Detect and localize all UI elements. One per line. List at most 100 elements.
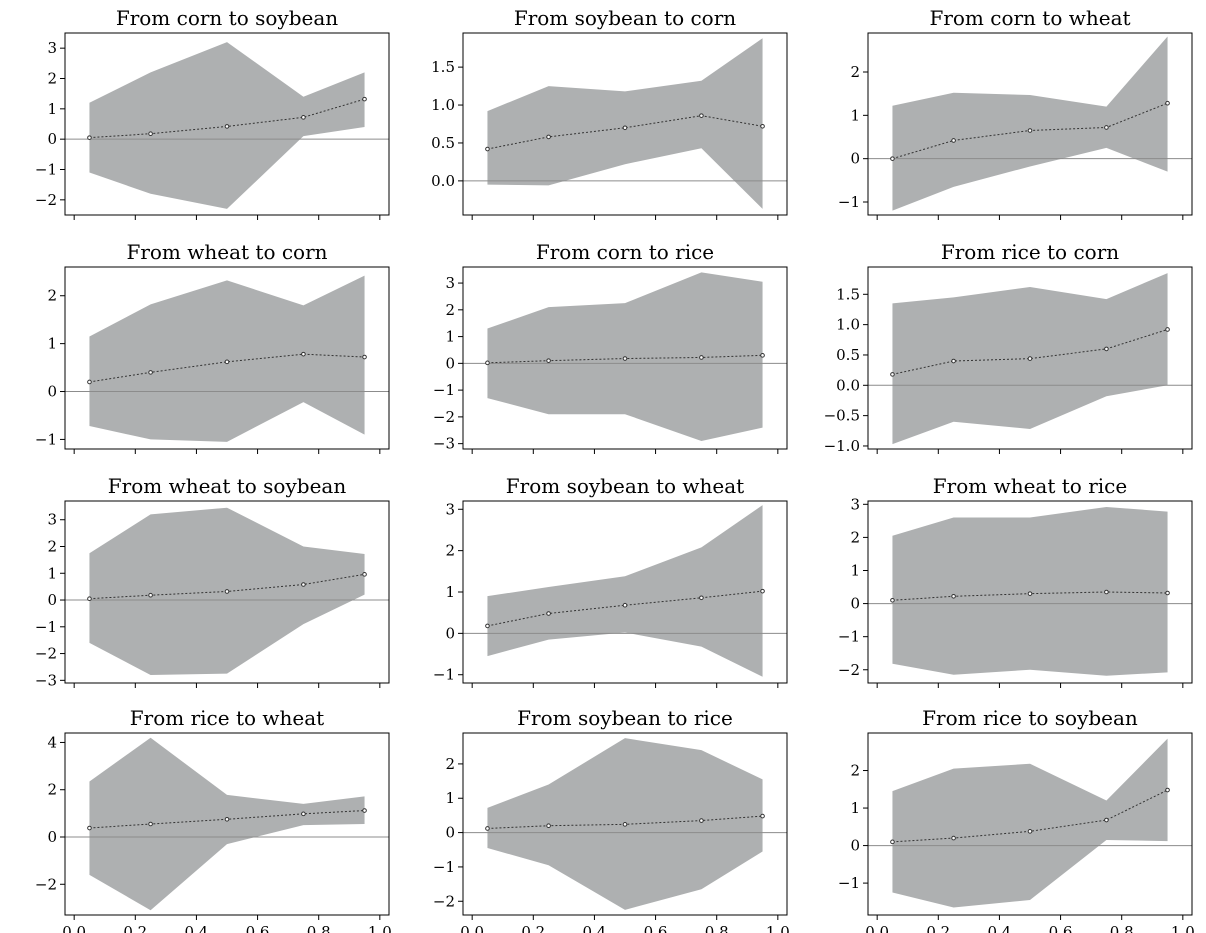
plot-frame xyxy=(867,732,1193,916)
estimate-point xyxy=(148,131,153,137)
estimate-point xyxy=(760,353,765,358)
y-tick-label: −2 xyxy=(433,408,455,426)
x-tick-label: 1.0 xyxy=(766,923,790,933)
y-tick-label: 2 xyxy=(47,287,57,305)
estimate-point xyxy=(148,592,153,598)
estimate-point xyxy=(87,135,92,140)
y-tick-label: 0.0 xyxy=(836,376,860,394)
confidence-band xyxy=(487,505,763,677)
y-tick-label: 3 xyxy=(850,495,860,513)
estimate-point xyxy=(1104,346,1109,352)
estimate-point xyxy=(1165,590,1170,596)
estimate-point xyxy=(362,572,367,577)
estimate-point xyxy=(699,595,704,601)
estimate-point xyxy=(87,379,92,385)
x-tick-label: 0.2 xyxy=(123,923,147,933)
estimate-point xyxy=(148,821,153,827)
estimate-point xyxy=(1027,128,1033,133)
panel-title: From rice to soybean xyxy=(922,706,1138,730)
y-tick-label: 1.5 xyxy=(431,58,455,76)
y-tick-label: −0.5 xyxy=(824,407,860,425)
panel-title: From corn to soybean xyxy=(116,6,338,30)
y-tick-label: 2 xyxy=(47,538,57,556)
panel-title: From rice to corn xyxy=(941,240,1119,264)
estimate-point xyxy=(951,594,956,599)
panel-title: From wheat to corn xyxy=(126,240,327,264)
y-tick-label: 2 xyxy=(445,542,455,560)
estimate-point xyxy=(1104,125,1109,130)
y-tick-label: 0 xyxy=(47,591,57,609)
estimate-point xyxy=(622,356,628,361)
y-tick-label: 1 xyxy=(445,583,455,601)
y-tick-label: −2 xyxy=(35,191,57,209)
panel-title: From rice to wheat xyxy=(130,706,324,730)
y-tick-label: 0 xyxy=(47,130,57,148)
plot-frame xyxy=(867,32,1193,216)
estimate-point xyxy=(890,156,895,161)
y-tick-label: 3 xyxy=(47,511,57,529)
y-tick-label: 1 xyxy=(850,799,860,817)
y-tick-label: −1 xyxy=(433,381,455,399)
panel-title: From soybean to rice xyxy=(517,706,733,730)
y-tick-label: −2 xyxy=(35,645,57,663)
plot-frame xyxy=(64,32,390,216)
x-tick-label: 0.4 xyxy=(185,923,209,933)
y-tick-label: 0 xyxy=(850,837,860,855)
estimate-line xyxy=(487,590,763,627)
estimate-point xyxy=(485,623,490,629)
x-tick-label: 0.4 xyxy=(988,923,1012,933)
estimate-point xyxy=(485,146,490,152)
estimate-point xyxy=(485,826,490,831)
y-tick-label: −1 xyxy=(433,858,455,876)
y-tick-label: 0 xyxy=(850,595,860,613)
x-tick-label: 0.2 xyxy=(926,923,950,933)
estimate-point xyxy=(699,113,704,118)
x-tick-label: 0.2 xyxy=(521,923,545,933)
y-tick-label: 1 xyxy=(445,328,455,346)
estimate-point xyxy=(301,582,306,587)
y-tick-label: 3 xyxy=(47,39,57,57)
y-tick-label: 0 xyxy=(47,383,57,401)
x-tick-label: 1.0 xyxy=(368,923,392,933)
estimate-point xyxy=(699,355,704,360)
estimate-point xyxy=(760,588,765,594)
y-tick-label: 2 xyxy=(47,781,57,799)
y-tick-label: 0.5 xyxy=(836,346,860,364)
x-tick-label: 0.8 xyxy=(705,923,729,933)
plot-frame xyxy=(64,732,390,916)
y-tick-label: 1 xyxy=(47,100,57,118)
y-tick-label: 1.5 xyxy=(836,285,860,303)
y-tick-label: −1 xyxy=(35,430,57,448)
estimate-point xyxy=(951,138,956,143)
estimate-point xyxy=(890,839,895,845)
estimate-point xyxy=(87,825,92,831)
estimate-point xyxy=(148,370,153,375)
estimate-point xyxy=(1104,589,1109,595)
y-tick-label: 1 xyxy=(47,564,57,582)
x-tick-label: 0.8 xyxy=(307,923,331,933)
estimate-point xyxy=(1027,591,1033,596)
y-tick-label: −3 xyxy=(433,435,455,453)
estimate-point xyxy=(546,134,551,140)
x-tick-label: 0.8 xyxy=(1110,923,1134,933)
estimate-point xyxy=(890,372,895,377)
y-tick-label: 3 xyxy=(445,274,455,292)
y-tick-label: 1 xyxy=(445,789,455,807)
plot-frame xyxy=(462,32,788,216)
estimate-point xyxy=(87,596,92,601)
y-tick-label: 0.0 xyxy=(431,172,455,190)
estimate-point xyxy=(951,358,956,364)
estimate-point xyxy=(1165,100,1170,106)
confidence-band xyxy=(892,36,1168,211)
estimate-point xyxy=(1165,787,1170,793)
y-tick-label: 1.0 xyxy=(431,96,455,114)
y-tick-label: 2 xyxy=(445,301,455,319)
y-tick-label: −1 xyxy=(838,628,860,646)
estimate-point xyxy=(622,822,628,827)
y-tick-label: 2 xyxy=(850,762,860,780)
